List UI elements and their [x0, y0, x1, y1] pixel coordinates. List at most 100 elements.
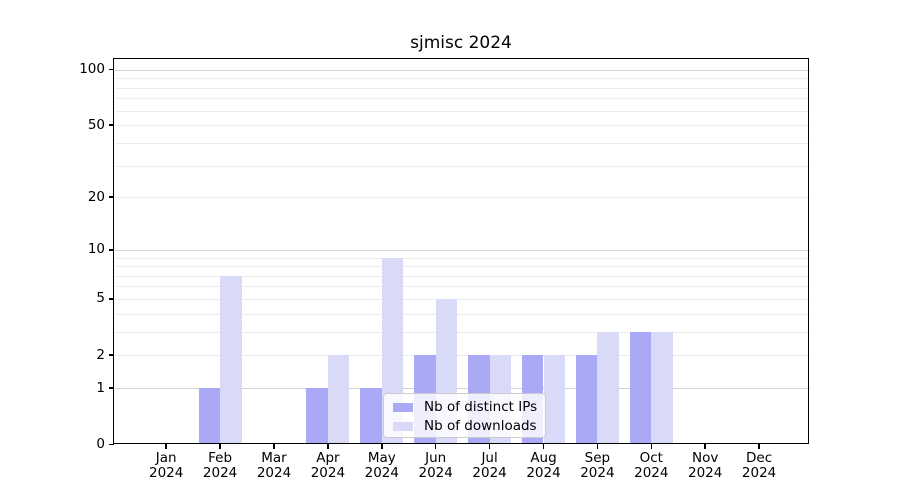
- gridline-major-100: [114, 69, 810, 71]
- y-tick-label-2: 2: [96, 346, 105, 363]
- gridline-minor-40: [114, 142, 810, 144]
- x-tick-jan: [165, 443, 167, 449]
- x-tick-label-nov: Nov 2024: [677, 449, 733, 482]
- x-tick-mar: [273, 443, 275, 449]
- x-tick-year: 2024: [741, 465, 777, 481]
- y-tick-50: [108, 124, 114, 126]
- x-tick-label-may: May 2024: [354, 449, 410, 482]
- x-tick-label-jan: Jan 2024: [138, 449, 194, 482]
- gridline-minor-9: [114, 257, 810, 259]
- bar-nb-of-distinct-ips-oct: [629, 331, 652, 444]
- x-tick-label-dec: Dec 2024: [731, 449, 787, 482]
- x-tick-month: Sep: [584, 449, 611, 466]
- x-tick-year: 2024: [688, 465, 723, 481]
- x-tick-month: Nov: [692, 449, 719, 466]
- x-tick-label-mar: Mar 2024: [246, 449, 302, 482]
- bar-nb-of-distinct-ips-apr: [306, 388, 328, 444]
- bar-nb-of-distinct-ips-sep: [575, 355, 598, 444]
- x-tick-dec: [758, 443, 760, 449]
- bar-nb-of-downloads-apr: [327, 355, 350, 444]
- legend-label-distinct-ips: Nb of distinct IPs: [424, 398, 538, 415]
- x-tick-year: 2024: [472, 465, 507, 481]
- y-tick-label-50: 50: [87, 116, 105, 133]
- x-tick-year: 2024: [580, 465, 615, 481]
- x-tick-label-apr: Apr 2024: [300, 449, 356, 482]
- x-tick-aug: [542, 443, 545, 449]
- y-tick-label-5: 5: [96, 290, 105, 307]
- x-tick-label-aug: Aug 2024: [516, 449, 572, 482]
- x-tick-label-oct: Oct 2024: [623, 449, 679, 482]
- y-tick-label-1: 1: [96, 379, 105, 396]
- x-tick-jul: [488, 443, 491, 449]
- legend-label-downloads: Nb of downloads: [424, 417, 537, 434]
- x-tick-month: Feb: [208, 449, 233, 466]
- bar-nb-of-downloads-aug: [543, 355, 566, 444]
- legend-swatch-distinct-ips: [393, 402, 413, 412]
- y-tick-20: [108, 196, 114, 199]
- y-tick-label-100: 100: [79, 61, 105, 78]
- bar-nb-of-downloads-sep: [597, 331, 619, 444]
- x-tick-year: 2024: [310, 465, 346, 481]
- x-tick-year: 2024: [364, 465, 399, 481]
- x-tick-nov: [704, 443, 706, 449]
- x-tick-month: Aug: [530, 449, 557, 466]
- x-tick-may: [381, 443, 383, 449]
- x-tick-oct: [650, 443, 653, 449]
- y-tick-1: [108, 387, 114, 389]
- gridline-minor-4: [114, 313, 810, 315]
- gridline-minor-6: [114, 286, 810, 288]
- y-tick-2: [108, 354, 114, 357]
- gridline-minor-90: [114, 78, 810, 80]
- x-tick-month: Apr: [316, 449, 340, 466]
- x-tick-month: Mar: [261, 449, 287, 466]
- gridline-minor-30: [114, 165, 810, 167]
- gridline-minor-50: [114, 125, 810, 127]
- x-tick-month: Oct: [639, 449, 663, 466]
- legend-item-distinct-ips: Nb of distinct IPs: [393, 398, 545, 417]
- gridline-minor-3: [114, 331, 810, 333]
- y-tick-0: [108, 443, 114, 446]
- gridline-minor-2: [114, 355, 810, 357]
- x-tick-month: Jul: [481, 449, 498, 466]
- legend-swatch-downloads: [393, 421, 413, 431]
- gridline-minor-8: [114, 266, 810, 268]
- x-tick-year: 2024: [202, 465, 238, 481]
- x-tick-year: 2024: [149, 465, 184, 481]
- x-tick-month: May: [367, 449, 396, 466]
- y-tick-5: [108, 298, 114, 300]
- gridline-minor-20: [114, 197, 810, 199]
- y-tick-10: [108, 248, 114, 251]
- x-tick-label-jul: Jul 2024: [462, 449, 518, 482]
- x-tick-label-sep: Sep 2024: [569, 449, 625, 482]
- x-tick-month: Jun: [425, 449, 447, 466]
- gridline-major-1: [114, 388, 810, 390]
- x-tick-jun: [434, 443, 437, 449]
- x-tick-month: Jan: [155, 449, 177, 466]
- x-tick-year: 2024: [256, 465, 292, 481]
- y-tick-label-20: 20: [87, 188, 105, 205]
- x-tick-feb: [219, 443, 221, 449]
- x-tick-apr: [327, 443, 329, 449]
- gridline-minor-60: [114, 110, 810, 112]
- plot-border: [113, 57, 809, 444]
- x-tick-year: 2024: [418, 465, 453, 481]
- x-tick-label-feb: Feb 2024: [192, 449, 248, 482]
- legend-item-downloads: Nb of downloads: [393, 417, 545, 436]
- legend: Nb of distinct IPs Nb of downloads: [383, 392, 546, 438]
- gridline-major-10: [114, 249, 810, 251]
- bar-nb-of-downloads-feb: [220, 275, 242, 444]
- bar-nb-of-distinct-ips-feb: [198, 388, 221, 444]
- gridline-minor-7: [114, 275, 810, 277]
- x-tick-month: Dec: [746, 449, 773, 466]
- x-tick-label-jun: Jun 2024: [408, 449, 464, 482]
- gridline-minor-80: [114, 87, 810, 89]
- x-tick-sep: [596, 443, 599, 449]
- gridline-minor-5: [114, 298, 810, 300]
- x-tick-year: 2024: [526, 465, 561, 481]
- gridline-minor-70: [114, 98, 810, 100]
- bar-nb-of-distinct-ips-may: [360, 388, 382, 444]
- chart-title: sjmisc 2024: [410, 33, 512, 53]
- y-tick-label-10: 10: [87, 241, 105, 258]
- y-tick-label-0: 0: [96, 436, 105, 452]
